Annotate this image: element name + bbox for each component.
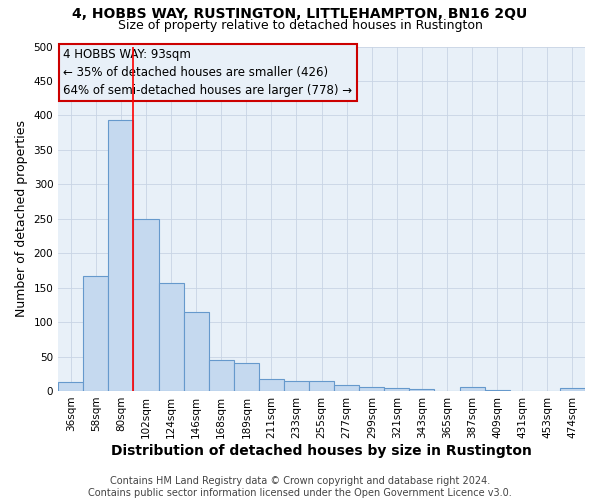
Bar bbox=[133, 218, 158, 391]
Bar bbox=[460, 387, 485, 391]
Bar bbox=[284, 380, 309, 391]
Bar bbox=[334, 385, 359, 391]
X-axis label: Distribution of detached houses by size in Rustington: Distribution of detached houses by size … bbox=[111, 444, 532, 458]
Bar bbox=[409, 389, 434, 391]
Bar bbox=[109, 120, 133, 391]
Text: Contains HM Land Registry data © Crown copyright and database right 2024.
Contai: Contains HM Land Registry data © Crown c… bbox=[88, 476, 512, 498]
Bar bbox=[234, 364, 259, 391]
Bar bbox=[83, 276, 109, 391]
Bar bbox=[209, 360, 234, 391]
Text: 4, HOBBS WAY, RUSTINGTON, LITTLEHAMPTON, BN16 2QU: 4, HOBBS WAY, RUSTINGTON, LITTLEHAMPTON,… bbox=[73, 8, 527, 22]
Bar bbox=[359, 387, 385, 391]
Bar bbox=[560, 388, 585, 391]
Bar bbox=[58, 382, 83, 391]
Bar bbox=[309, 380, 334, 391]
Y-axis label: Number of detached properties: Number of detached properties bbox=[15, 120, 28, 317]
Bar bbox=[184, 312, 209, 391]
Text: 4 HOBBS WAY: 93sqm
← 35% of detached houses are smaller (426)
64% of semi-detach: 4 HOBBS WAY: 93sqm ← 35% of detached hou… bbox=[64, 48, 353, 97]
Bar bbox=[485, 390, 510, 391]
Bar bbox=[385, 388, 409, 391]
Bar bbox=[259, 378, 284, 391]
Bar bbox=[158, 283, 184, 391]
Text: Size of property relative to detached houses in Rustington: Size of property relative to detached ho… bbox=[118, 18, 482, 32]
